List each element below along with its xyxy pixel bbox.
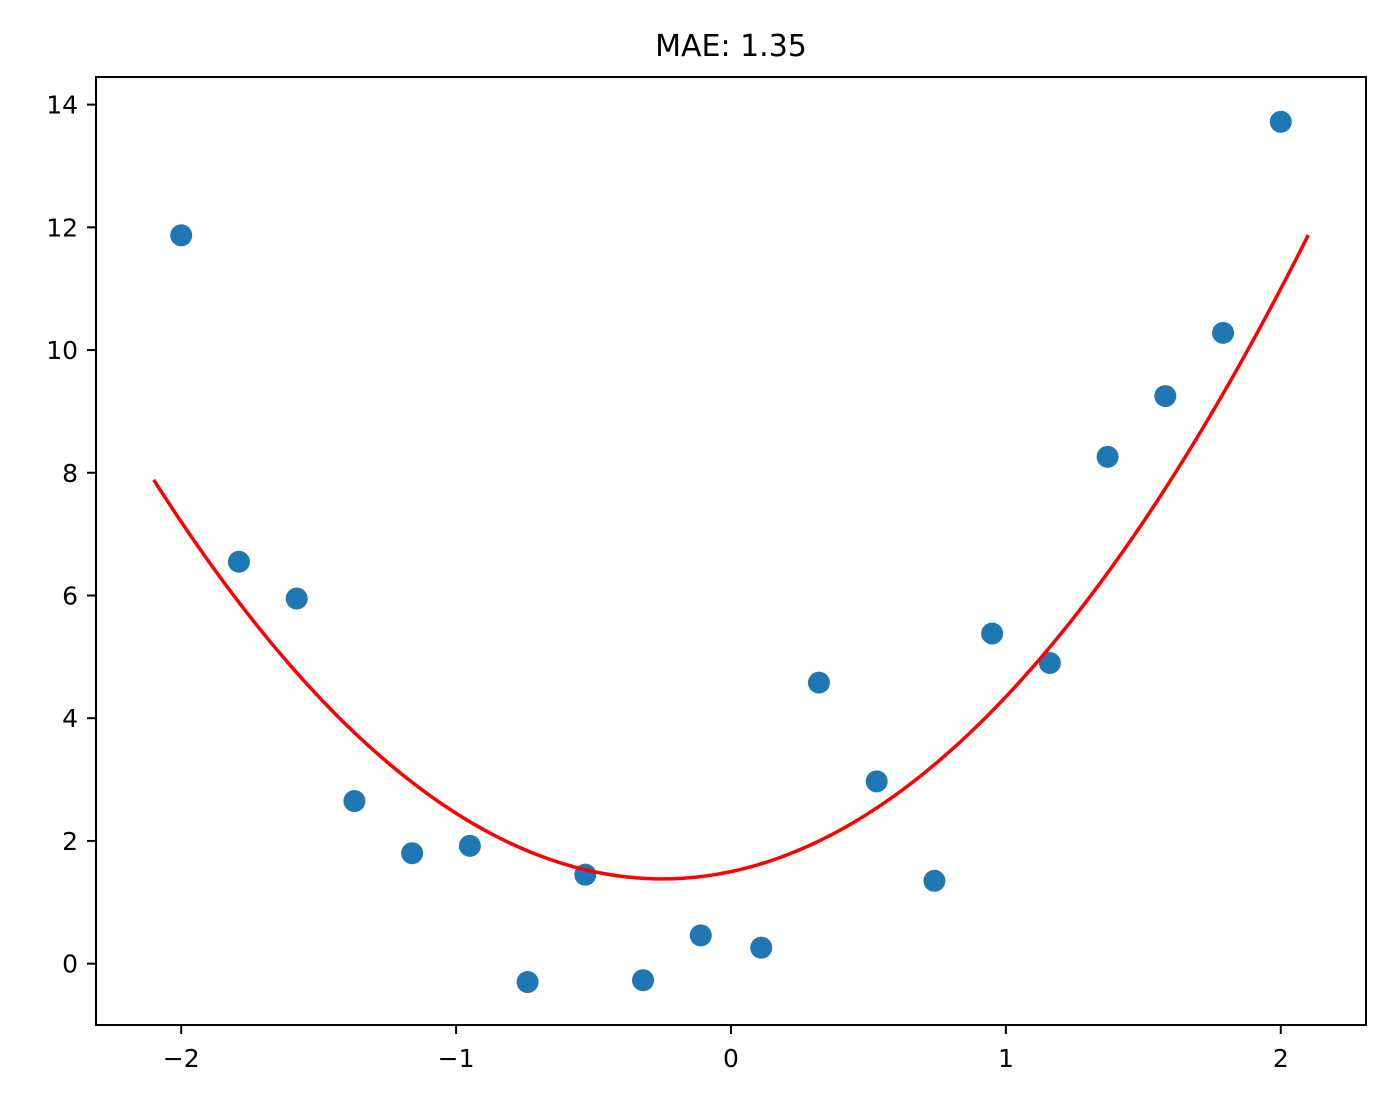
y-tick-label: 8 bbox=[62, 459, 78, 488]
data-point bbox=[458, 834, 481, 857]
data-point bbox=[1096, 445, 1119, 468]
data-point bbox=[227, 550, 250, 573]
y-tick-label: 10 bbox=[46, 336, 78, 365]
y-tick-label: 14 bbox=[46, 91, 78, 120]
data-point bbox=[516, 971, 539, 994]
x-tick-label: −2 bbox=[163, 1044, 200, 1073]
plot-area bbox=[152, 110, 1310, 994]
data-point bbox=[1212, 321, 1235, 344]
x-tick-label: 2 bbox=[1273, 1044, 1289, 1073]
data-point bbox=[632, 969, 655, 992]
data-point bbox=[807, 671, 830, 694]
data-point bbox=[170, 224, 193, 247]
plot-frame bbox=[95, 76, 1367, 1026]
data-point bbox=[1154, 385, 1177, 408]
y-tick-label: 12 bbox=[46, 213, 78, 242]
data-point bbox=[1269, 110, 1292, 133]
y-tick-label: 0 bbox=[62, 950, 78, 979]
data-point bbox=[1038, 651, 1061, 674]
data-point bbox=[981, 622, 1004, 645]
data-point bbox=[343, 790, 366, 813]
y-tick-label: 4 bbox=[62, 704, 78, 733]
chart-title: MAE: 1.35 bbox=[655, 29, 807, 64]
y-tick-label: 2 bbox=[62, 827, 78, 856]
fit-curve bbox=[152, 234, 1310, 881]
data-point bbox=[285, 587, 308, 610]
x-tick-label: 1 bbox=[998, 1044, 1014, 1073]
data-point bbox=[865, 770, 888, 793]
data-point bbox=[401, 842, 424, 865]
data-point bbox=[750, 936, 773, 959]
data-point bbox=[689, 924, 712, 947]
data-point bbox=[923, 869, 946, 892]
x-tick-label: 0 bbox=[723, 1044, 739, 1073]
y-tick-label: 6 bbox=[62, 581, 78, 610]
x-tick-label: −1 bbox=[438, 1044, 475, 1073]
